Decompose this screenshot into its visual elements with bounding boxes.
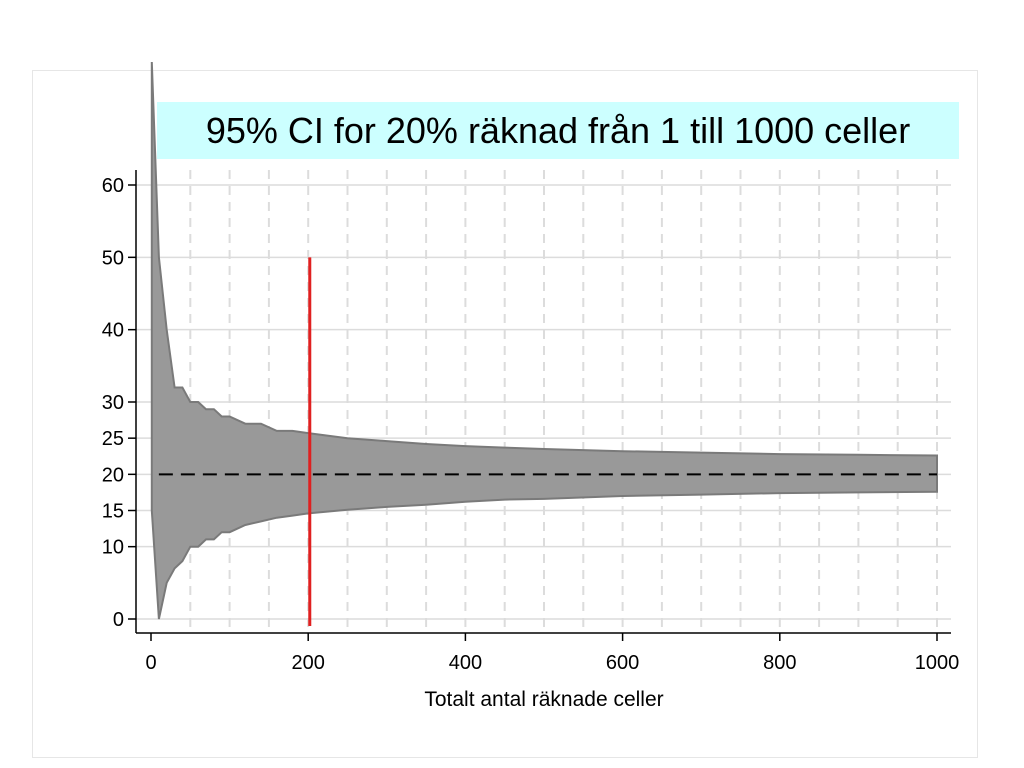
x-tick-label: 600	[606, 652, 639, 674]
x-tick-label: 1000	[915, 652, 960, 674]
band-layer	[150, 61, 938, 620]
x-tick-label: 0	[145, 652, 156, 674]
y-tick-label: 10	[102, 537, 124, 559]
x-tick-label: 400	[449, 652, 482, 674]
y-tick-label: 25	[102, 428, 124, 450]
y-tick-label: 30	[102, 392, 124, 414]
y-tick-label: 40	[102, 320, 124, 342]
chart-title: 95% CI for 20% räknad från 1 till 1000 c…	[205, 109, 911, 151]
reference-layer	[158, 257, 937, 626]
grid-layer	[136, 170, 951, 633]
y-tick-label: 20	[102, 464, 124, 486]
y-tick-label: 0	[113, 609, 124, 631]
y-tick-label: 50	[102, 247, 124, 269]
x-tick-label: 200	[292, 652, 325, 674]
y-tick-label: 60	[102, 175, 124, 197]
chart-title-box: 95% CI for 20% räknad från 1 till 1000 c…	[157, 102, 959, 159]
x-tick-label: 800	[763, 652, 796, 674]
confidence-band-area	[150, 61, 938, 620]
y-tick-label: 15	[102, 501, 124, 523]
x-axis-title: Totalt antal räknade celler	[424, 688, 663, 711]
